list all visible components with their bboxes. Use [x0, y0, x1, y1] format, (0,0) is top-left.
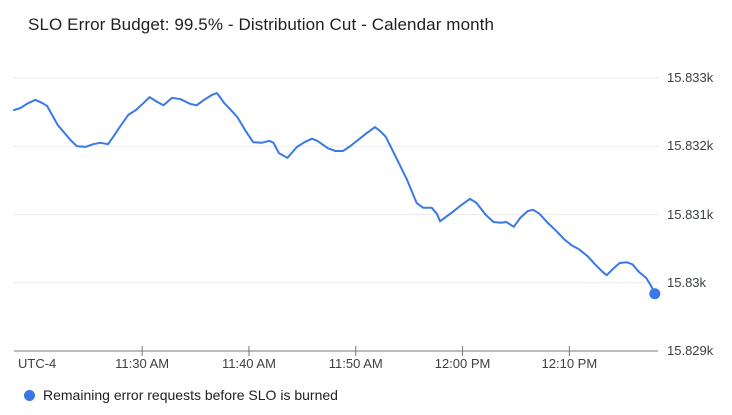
legend-series-label: Remaining error requests before SLO is b…: [43, 387, 338, 403]
legend-item[interactable]: Remaining error requests before SLO is b…: [24, 387, 338, 404]
series-endpoint-dot: [649, 288, 661, 300]
chart-title: SLO Error Budget: 99.5% - Distribution C…: [28, 15, 495, 34]
legend-series-dot-icon: [24, 390, 35, 401]
series-line: [13, 92, 656, 295]
